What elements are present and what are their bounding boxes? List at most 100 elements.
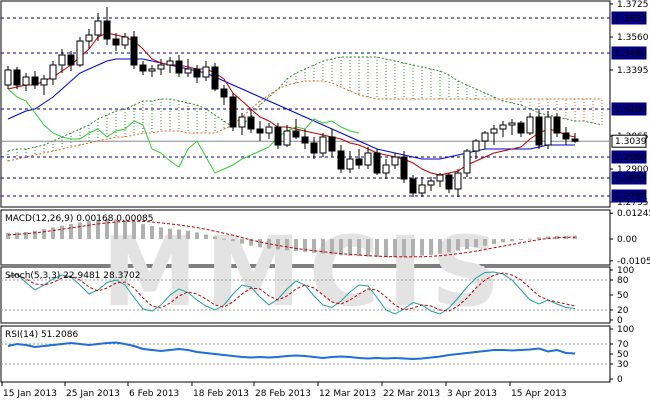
candle-body [112,38,120,46]
candle-body [445,174,453,190]
candle-body [58,54,66,66]
stoch-k-line [7,271,576,315]
candle-body [4,69,12,86]
level-tag [611,171,647,185]
x-tick-label: 12 Mar 2013 [319,389,376,399]
candle-body [184,68,192,74]
level-tag-label: 1.3480 [615,49,647,59]
macd-bar [240,239,244,244]
candle-body [31,76,39,86]
macd-bar [186,230,190,240]
candle-body [148,68,156,72]
candle-body [211,66,219,90]
price-tick-label: 1.3560 [617,33,649,43]
macd-bar [33,230,37,240]
macd-bar [204,234,208,240]
level-tag [611,189,647,203]
level-tag [611,102,647,116]
x-axis: 15 Jan 2013 25 Jan 2013 6 Feb 2013 18 Feb 2… [1,382,567,399]
panel-frames [0,0,611,383]
candle-body [310,142,318,154]
candle-body [427,180,435,186]
macd-frame [0,209,611,266]
macd-bar [249,239,253,246]
macd-bar [69,224,73,240]
stoch-tick-label: 50 [617,291,629,301]
macd-bar [492,239,496,245]
level-tag-label: 1.3655 [615,14,647,24]
macd-bar [177,229,181,240]
x-tick-label: 15 Jan 2013 [3,389,57,399]
level-tag [611,134,647,148]
macd-bar [267,239,271,249]
candle-body [166,60,174,66]
macd-bar [555,235,559,240]
candle-body [292,130,300,138]
candle-body [454,172,462,190]
candle-body [373,152,381,174]
rsi-title: RSI(14) 51.2086 [5,330,78,340]
macd-bar [402,239,406,257]
candle-body [472,140,480,152]
tenkan-sen-line [7,32,576,176]
macd-bar [465,239,469,250]
price-panel: 1.37251.35601.33951.30651.29001.27351.36… [1,0,649,208]
candle-body [409,178,417,194]
macd-signal-line [7,220,576,258]
macd-bar [537,237,541,240]
rsi-line [7,341,576,361]
candle-body [418,184,426,194]
macd-bar [510,239,514,242]
macd-bar [258,239,262,248]
macd-tick-label: -0.0105 [617,257,650,267]
candle-body [283,130,291,146]
candle-body [346,158,354,170]
macd-bar [42,229,46,240]
candle-body [319,136,327,154]
macd-bar [456,239,460,251]
candle-body [238,116,246,128]
senkou-span-b [7,80,602,162]
macd-bar [411,239,415,257]
candles [4,7,579,197]
macd-bar [195,232,199,240]
macd-bar [474,239,478,248]
candle-body [436,174,444,182]
candle-body [76,40,84,66]
macd-bar [384,239,388,258]
candle-body [202,66,210,78]
macd-bar [312,239,316,253]
macd-bar [114,219,118,240]
level-tag-label: 1.2855 [615,174,647,184]
candle-body [337,150,345,170]
rsi-tick-label: 50 [617,350,629,360]
stoch-tick-label: 0 [617,316,623,326]
macd-bar [483,239,487,246]
macd-bar [222,238,226,240]
candle-body [274,126,282,146]
stoch-frame [0,266,611,324]
candle-body [562,132,570,140]
macd-bar [366,239,370,257]
candle-body [103,20,111,40]
macd-bar [78,222,82,240]
macd-bar [15,232,19,240]
price-tick-label: 1.3725 [617,0,649,10]
macd-bar [330,239,334,255]
macd-bar [276,239,280,250]
macd-bar [6,232,10,240]
x-tick-label: 6 Feb 2013 [129,389,179,399]
macd-bar [132,222,136,240]
candle-body [139,64,147,72]
macd-bar [420,239,424,256]
macd-bar [339,239,343,256]
stoch-tick-label: 80 [617,276,629,286]
candle-body [229,96,237,128]
candle-body [328,136,336,152]
rsi-tick-label: 70 [617,340,629,350]
macd-bar [168,228,172,240]
chikou-span-line [7,88,360,174]
